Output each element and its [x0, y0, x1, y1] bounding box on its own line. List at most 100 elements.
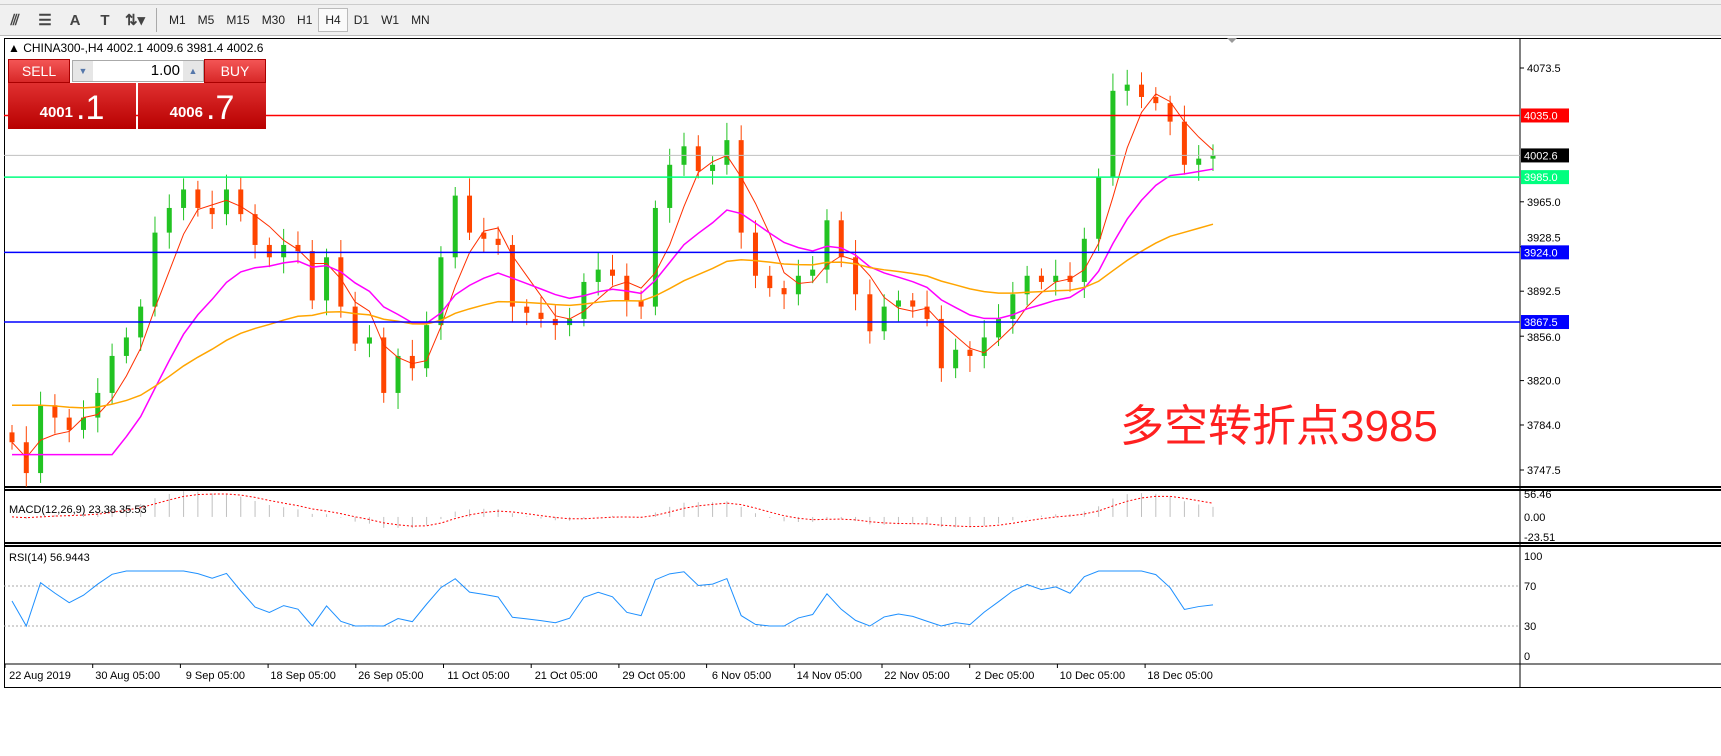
level-label: 3924.0	[1524, 247, 1558, 259]
candle	[581, 273, 587, 327]
candle-body	[981, 337, 987, 356]
candle-body	[481, 232, 487, 239]
candle	[1210, 144, 1216, 171]
candle-body	[524, 306, 530, 313]
timeframe-m15[interactable]: M15	[226, 13, 250, 27]
price-tick-label: 3856.0	[1527, 332, 1561, 344]
collapse-triangle-icon[interactable]: ▲	[8, 41, 24, 55]
candle	[810, 256, 816, 284]
rsi-tick-label: 100	[1524, 551, 1542, 563]
fibonacci-fan-icon[interactable]: ☰	[38, 12, 52, 29]
candle-body	[781, 288, 787, 295]
candle	[938, 305, 944, 382]
candle-body	[95, 392, 101, 418]
timeframe-d1[interactable]: D1	[353, 13, 370, 27]
rsi-label: RSI(14) 56.9443	[9, 552, 90, 564]
candle-body	[409, 355, 415, 369]
timeframe-m30[interactable]: M30	[261, 13, 286, 27]
candle-body	[80, 417, 86, 430]
candle-body	[724, 140, 730, 165]
candle	[767, 265, 773, 297]
candle-body	[352, 306, 358, 344]
candle-body	[1081, 238, 1087, 282]
timeframe-m1[interactable]: M1	[169, 13, 186, 27]
macd-tick-label: 0.00	[1524, 512, 1545, 524]
candle-body	[9, 432, 15, 443]
candle	[1181, 105, 1187, 175]
candle-body	[495, 238, 501, 245]
rsi-tick-label: 70	[1524, 581, 1536, 593]
time-tick-label: 6 Nov 05:00	[712, 670, 771, 682]
rsi-line	[11, 570, 1214, 628]
arrows-icon[interactable]: ⇅▾	[124, 12, 146, 29]
price-tick-label: 3747.5	[1527, 465, 1561, 477]
candle	[996, 304, 1002, 347]
ma-slow-line	[12, 223, 1214, 409]
candle	[324, 248, 330, 316]
time-tick-label: 21 Oct 05:00	[535, 670, 598, 682]
level-tag	[1521, 170, 1569, 185]
chart-area[interactable]: 4073.5 3965.0 3928.5 3892.5 3856.0 3820.0 3784…	[4, 38, 1721, 688]
candle-body	[538, 312, 544, 319]
lot-increase-icon[interactable]: ▲	[183, 61, 203, 81]
timeframe-bar: M1 M5 M15 M30 H1 H4 D1 W1 MN	[163, 8, 436, 32]
candle-body	[223, 189, 229, 215]
timeframe-w1[interactable]: W1	[381, 13, 400, 27]
sell-price[interactable]: 4001.1	[8, 83, 136, 129]
timeframe-h4[interactable]: H4	[318, 8, 348, 32]
candle	[710, 156, 716, 185]
level-tag	[1521, 245, 1569, 260]
text-label-icon[interactable]: T	[100, 11, 110, 29]
timeframe-mn[interactable]: MN	[411, 13, 430, 27]
timeframe-h1[interactable]: H1	[297, 13, 313, 27]
candle	[123, 327, 129, 364]
candle	[967, 341, 973, 372]
candle-body	[1181, 121, 1187, 165]
candle	[252, 204, 258, 259]
candle	[495, 226, 501, 255]
fibonacci-expansion-icon[interactable]: ⫻	[10, 11, 20, 29]
candle-body	[738, 140, 744, 233]
candle-body	[867, 294, 873, 332]
candle-body	[181, 189, 187, 208]
candle	[438, 246, 444, 340]
candle-body	[910, 300, 916, 307]
sell-button[interactable]: SELL	[8, 59, 70, 83]
timeframe-m5[interactable]: M5	[197, 13, 215, 27]
candle-body	[1167, 103, 1173, 122]
text-icon[interactable]: A	[69, 11, 81, 29]
candle-body	[295, 244, 301, 252]
rsi-tick-label: 30	[1524, 621, 1536, 633]
chart-canvas[interactable]: 4073.5 3965.0 3928.5 3892.5 3856.0 3820.0 3784…	[4, 38, 1721, 688]
candle	[752, 220, 758, 289]
candle	[238, 177, 244, 222]
candle-body	[838, 220, 844, 258]
price-tick-label: 4073.5	[1527, 63, 1561, 75]
buy-button[interactable]: BUY	[204, 59, 266, 83]
candle	[152, 216, 158, 317]
candle-body	[38, 405, 44, 474]
lot-input[interactable]: 1.00	[150, 62, 180, 79]
candle-body	[109, 355, 115, 393]
candle	[738, 125, 744, 249]
candle	[281, 228, 287, 274]
candle	[209, 190, 215, 229]
candle-body	[996, 318, 1002, 338]
lot-decrease-icon[interactable]: ▼	[73, 61, 93, 81]
candle-body	[281, 244, 287, 258]
candle-body	[381, 337, 387, 393]
level-tag	[1521, 148, 1569, 163]
candle	[910, 293, 916, 318]
candle-body	[252, 214, 258, 245]
candle	[181, 178, 187, 221]
candle	[109, 343, 115, 405]
candle-body	[581, 281, 587, 319]
candle-body	[881, 306, 887, 332]
lot-stepper[interactable]: ▼ 1.00 ▲	[72, 60, 204, 82]
candle-body	[395, 355, 401, 393]
candle	[481, 217, 487, 253]
buy-price[interactable]: 4006.7	[138, 83, 266, 129]
macd-signal-line	[11, 493, 1214, 528]
candle	[667, 148, 673, 223]
candle	[366, 325, 372, 358]
